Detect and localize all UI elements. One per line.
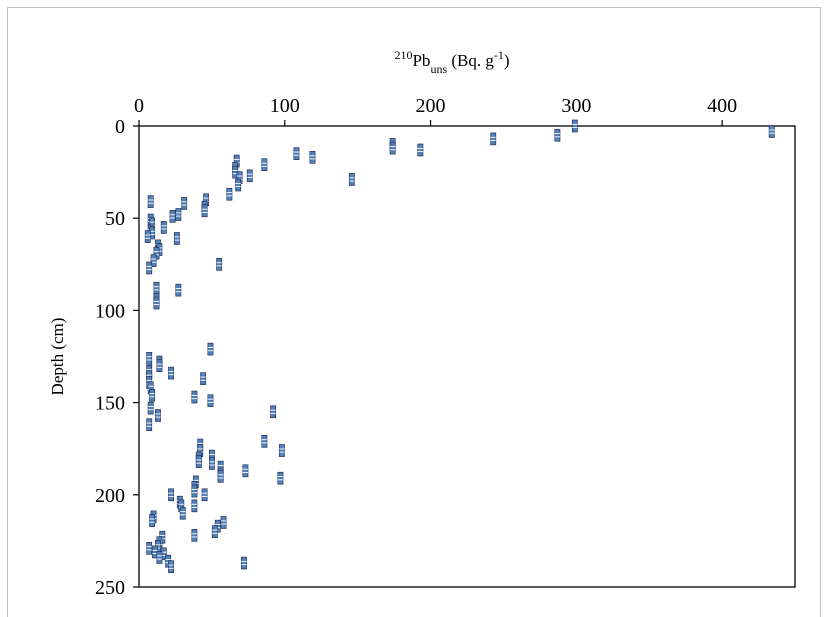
data-point xyxy=(147,401,154,415)
data-point xyxy=(168,366,174,380)
data-point xyxy=(490,132,497,146)
data-point xyxy=(417,143,424,157)
data-point xyxy=(246,169,253,183)
data-point xyxy=(207,394,214,408)
x-axis-title-element: Pb xyxy=(412,51,430,70)
data-point xyxy=(235,178,242,192)
data-point xyxy=(144,230,151,243)
data-point xyxy=(261,158,268,172)
data-point xyxy=(174,232,180,245)
data-point xyxy=(242,464,249,478)
data-point xyxy=(195,455,202,468)
x-tick-label: 100 xyxy=(270,95,300,117)
data-point xyxy=(389,141,396,155)
plot-border xyxy=(138,125,796,588)
data-point xyxy=(191,529,198,542)
data-point xyxy=(175,283,182,297)
x-tick-label: 0 xyxy=(134,95,144,117)
y-tick-label: 50 xyxy=(105,208,125,230)
x-axis-ticks: 0 100 200 300 400 xyxy=(134,95,737,126)
data-point xyxy=(201,488,208,502)
x-axis-title-unit-exponent: -1 xyxy=(494,48,504,62)
data-point xyxy=(261,435,268,448)
x-tick-label: 300 xyxy=(561,95,591,117)
data-point xyxy=(768,125,775,138)
data-point xyxy=(226,187,233,201)
data-point xyxy=(181,197,188,210)
y-tick-label: 100 xyxy=(95,300,125,322)
data-point xyxy=(146,418,153,432)
data-point xyxy=(217,470,224,483)
data-point xyxy=(309,151,316,164)
data-point xyxy=(207,342,214,356)
x-tick-label: 400 xyxy=(707,95,737,117)
y-tick-label: 150 xyxy=(95,393,125,415)
y-tick-label: 250 xyxy=(95,577,125,599)
x-axis-title-subscript: uns xyxy=(430,62,447,76)
data-point xyxy=(201,204,208,218)
data-point xyxy=(191,484,198,498)
data-point xyxy=(554,128,561,142)
data-point xyxy=(156,359,163,373)
x-axis-title-isotope: 210 xyxy=(394,48,412,62)
y-axis-ticks: 0 50 100 150 200 250 xyxy=(95,116,139,599)
data-point xyxy=(211,525,218,538)
data-point xyxy=(571,119,578,133)
data-point xyxy=(200,372,207,385)
data-point xyxy=(216,257,223,271)
data-point xyxy=(348,173,355,186)
data-point xyxy=(152,545,158,559)
x-axis-title-unit-close: ) xyxy=(504,51,510,70)
chart-frame xyxy=(7,7,821,617)
data-point xyxy=(168,488,174,502)
data-point xyxy=(220,516,227,529)
data-point xyxy=(278,444,285,457)
data-point xyxy=(146,541,153,555)
x-axis-title: 210Pbuns (Bq. g-1) xyxy=(394,48,509,76)
data-point xyxy=(155,409,161,422)
data-point xyxy=(277,471,284,485)
data-point xyxy=(191,499,198,513)
data-markers xyxy=(144,119,775,574)
data-point xyxy=(169,210,176,223)
data-point xyxy=(147,195,154,208)
data-point xyxy=(149,388,156,402)
y-tick-label: 0 xyxy=(115,116,125,138)
data-point xyxy=(241,556,247,570)
x-tick-label: 200 xyxy=(416,95,446,117)
data-point xyxy=(293,147,300,160)
data-point xyxy=(270,405,277,419)
data-point xyxy=(146,261,153,275)
data-point xyxy=(175,208,182,221)
data-point xyxy=(153,281,160,295)
plot-area xyxy=(138,125,796,588)
data-point xyxy=(191,390,198,404)
data-point xyxy=(168,560,174,574)
data-point xyxy=(208,457,215,470)
data-point xyxy=(156,551,163,564)
data-point xyxy=(179,506,186,520)
x-axis-title-unit: (Bq. g xyxy=(447,51,494,70)
data-point xyxy=(149,514,156,527)
data-point xyxy=(160,221,167,234)
y-axis-title: Depth (cm) xyxy=(48,318,67,396)
data-point xyxy=(146,352,153,365)
data-point xyxy=(153,296,160,310)
y-tick-label: 200 xyxy=(95,485,125,507)
